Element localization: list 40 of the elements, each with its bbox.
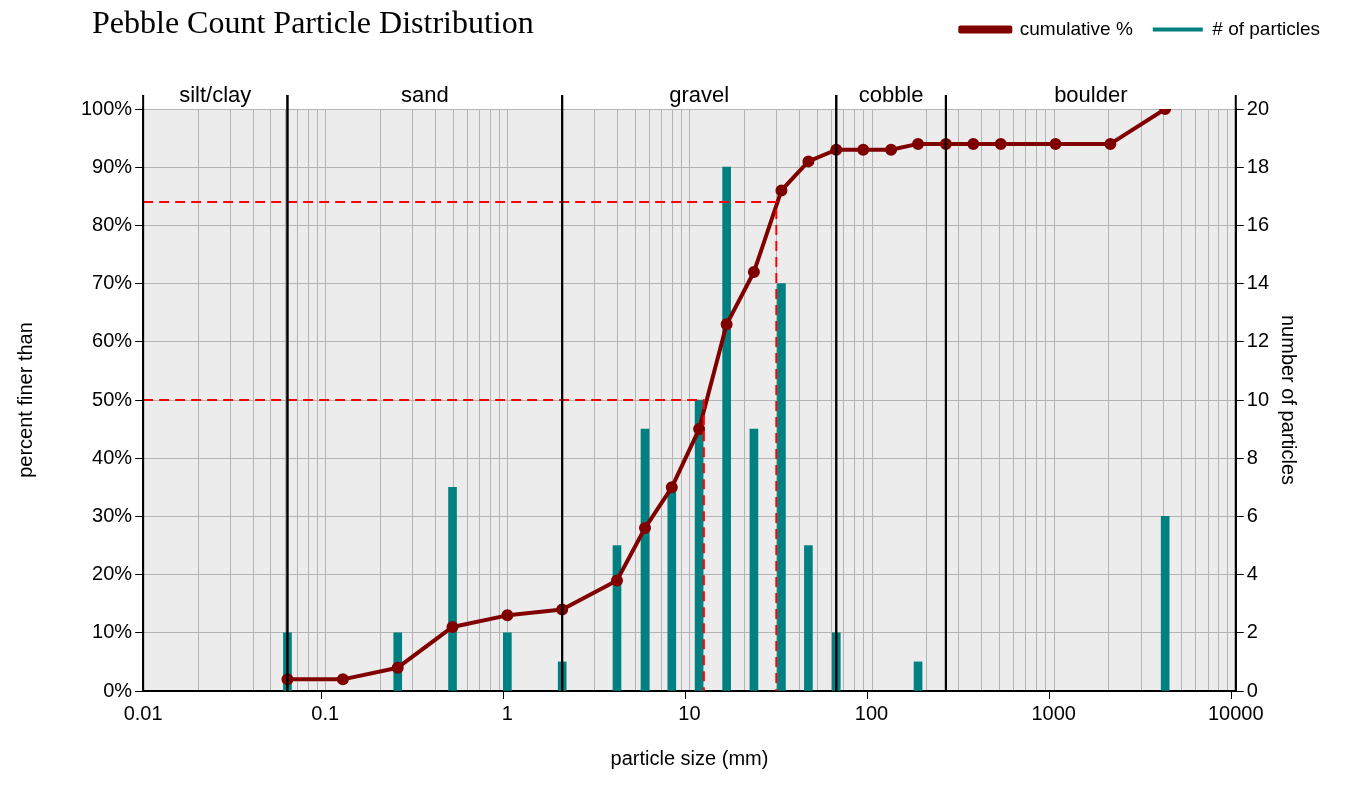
band-label: cobble [858, 82, 924, 108]
y2-tick-label: 20 [1246, 96, 1269, 119]
chart-title: Pebble Count Particle Distribution [92, 4, 534, 41]
y-tick-label: 0% [103, 678, 133, 701]
band-label: gravel [669, 82, 730, 108]
y-tick-label: 10% [92, 620, 133, 643]
x-tick-label: 0.01 [123, 701, 163, 724]
legend-label: cumulative % [1019, 17, 1133, 39]
y2-tick-label: 12 [1246, 329, 1269, 352]
y-tick-label: 60% [92, 329, 133, 352]
y2-tick-label: 0 [1246, 678, 1258, 701]
x-tick-label: 1 [501, 701, 513, 724]
y-tick-label: 100% [81, 96, 133, 119]
y-tick-label: 50% [92, 387, 133, 410]
x-tick-label: 1000 [1031, 701, 1076, 724]
y-tick-label: 90% [92, 154, 133, 177]
x-tick-label: 10000 [1207, 701, 1264, 724]
x-axis-title: particle size (mm) [610, 746, 769, 769]
y-tick-label: 40% [92, 445, 133, 468]
band-label: silt/clay [179, 82, 252, 108]
legend-label: # of particles [1212, 17, 1321, 39]
y2-tick-label: 6 [1246, 503, 1258, 526]
y2-axis-title: number of particles [1278, 314, 1301, 486]
x-tick-label: 10 [678, 701, 701, 724]
y2-tick-label: 8 [1246, 445, 1258, 468]
y-tick-label: 20% [92, 562, 133, 585]
y-tick-label: 80% [92, 212, 133, 235]
band-label: boulder [1054, 82, 1128, 108]
y-tick-label: 30% [92, 503, 133, 526]
y2-tick-label: 4 [1246, 562, 1258, 585]
y2-tick-label: 10 [1246, 387, 1269, 410]
y2-tick-label: 2 [1246, 620, 1258, 643]
x-tick-label: 0.1 [311, 701, 340, 724]
y2-tick-label: 16 [1246, 212, 1269, 235]
y-tick-label: 70% [92, 271, 133, 294]
band-label: sand [400, 82, 449, 108]
y-axis-title: percent finer than [13, 322, 36, 478]
y2-tick-label: 14 [1246, 271, 1269, 294]
y2-tick-label: 18 [1246, 154, 1269, 177]
x-tick-label: 100 [854, 701, 889, 724]
